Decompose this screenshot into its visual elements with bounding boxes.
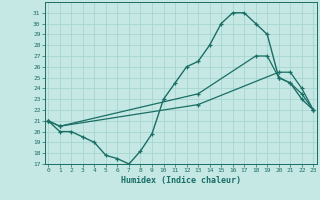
X-axis label: Humidex (Indice chaleur): Humidex (Indice chaleur) xyxy=(121,176,241,185)
